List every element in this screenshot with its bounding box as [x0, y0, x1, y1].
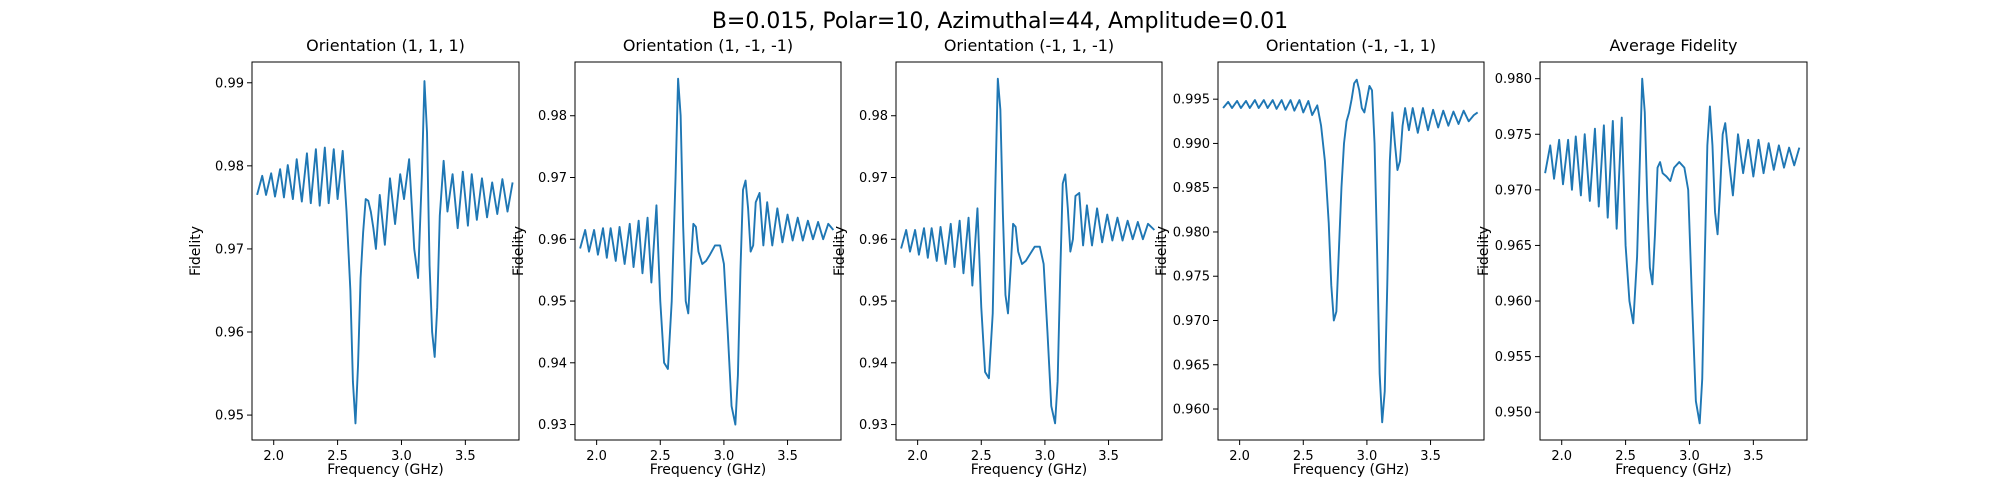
y-tick-label: 0.95 — [859, 295, 888, 310]
subplot-title: Average Fidelity — [1610, 36, 1738, 55]
y-tick-label: 0.970 — [1495, 183, 1532, 198]
y-tick-label: 0.98 — [215, 159, 244, 174]
figure-title: B=0.015, Polar=10, Azimuthal=44, Amplitu… — [712, 9, 1288, 34]
y-tick-label: 0.93 — [538, 418, 567, 433]
subplot-4: 2.0 2.5 3.0 3.5 0.960 0.965 0.970 0.975 0.980 0.9… — [1154, 36, 1485, 478]
y-tick-label: 0.98 — [538, 109, 567, 124]
x-tick-label: 3.5 — [1743, 449, 1764, 464]
plot-frame — [1539, 61, 1808, 441]
y-tick-label: 0.94 — [859, 356, 888, 371]
y-tick-label: 0.97 — [859, 171, 888, 186]
y-axis-label: Fidelity — [1476, 226, 1492, 276]
x-tick-label: 2.5 — [327, 449, 348, 464]
x-tick-label: 3.0 — [1035, 449, 1056, 464]
y-tick-label: 0.97 — [538, 171, 567, 186]
x-tick-label: 3.0 — [714, 449, 735, 464]
x-axis-label: Frequency (GHz) — [1615, 462, 1731, 478]
y-tick-label: 0.96 — [538, 233, 567, 248]
y-tick-label: 0.955 — [1495, 350, 1532, 365]
x-tick-label: 2.5 — [1293, 449, 1314, 464]
x-tick-label: 2.0 — [1229, 449, 1250, 464]
y-tick-label: 0.980 — [1173, 225, 1210, 240]
y-tick-label: 0.96 — [859, 233, 888, 248]
y-tick-label: 0.965 — [1173, 358, 1210, 373]
x-tick-label: 3.0 — [1679, 449, 1700, 464]
y-tick-label: 0.95 — [215, 409, 244, 424]
y-tick-label: 0.99 — [215, 76, 244, 91]
y-tick-label: 0.970 — [1173, 314, 1210, 329]
subplot-3: 2.0 2.5 3.0 3.5 0.93 0.94 0.95 0.96 0.97 0.98 Orie… — [832, 36, 1163, 478]
subplot-title: Orientation (1, -1, -1) — [623, 36, 793, 55]
subplot-title: Orientation (1, 1, 1) — [306, 36, 465, 55]
x-axis-label: Frequency (GHz) — [650, 462, 766, 478]
x-tick-label: 2.5 — [650, 449, 671, 464]
y-tick-label: 0.980 — [1495, 72, 1532, 87]
y-tick-label: 0.94 — [538, 356, 567, 371]
y-tick-label: 0.990 — [1173, 137, 1210, 152]
plot-frame — [895, 61, 1163, 441]
x-axis-label: Frequency (GHz) — [1293, 462, 1409, 478]
subplot-title: Orientation (-1, -1, 1) — [1266, 36, 1436, 55]
y-tick-label: 0.960 — [1173, 403, 1210, 418]
x-tick-label: 2.5 — [971, 449, 992, 464]
x-tick-label: 3.5 — [777, 449, 798, 464]
subplot-5: 2.0 2.5 3.0 3.5 0.950 0.955 0.960 0.965 0.970 0.9… — [1476, 36, 1808, 478]
series-line — [1222, 78, 1479, 424]
y-tick-label: 0.93 — [859, 418, 888, 433]
x-tick-label: 3.5 — [1420, 449, 1441, 464]
y-tick-label: 0.975 — [1173, 270, 1210, 285]
y-axis-label: Fidelity — [1154, 226, 1170, 276]
series-line — [256, 80, 514, 425]
y-axis-label: Fidelity — [188, 226, 204, 276]
series-line — [579, 77, 835, 426]
subplot-2: 2.0 2.5 3.0 3.5 0.93 0.94 0.95 0.96 0.97 0.98 Orie… — [511, 36, 842, 478]
series-line — [1544, 77, 1801, 425]
subplot-title: Orientation (-1, 1, -1) — [944, 36, 1114, 55]
x-tick-label: 3.5 — [1098, 449, 1119, 464]
x-tick-label: 3.0 — [391, 449, 412, 464]
x-tick-label: 2.0 — [907, 449, 928, 464]
x-tick-label: 3.0 — [1357, 449, 1378, 464]
subplot-grid: 2.0 2.5 3.0 3.5 0.95 0.96 0.97 0.98 0.99 Orientat… — [188, 36, 1808, 478]
y-tick-label: 0.965 — [1495, 239, 1532, 254]
y-axis-label: Fidelity — [511, 226, 527, 276]
x-tick-label: 2.5 — [1615, 449, 1636, 464]
x-axis-label: Frequency (GHz) — [971, 462, 1087, 478]
y-tick-label: 0.950 — [1495, 406, 1532, 421]
x-axis-label: Frequency (GHz) — [327, 462, 443, 478]
y-tick-label: 0.985 — [1173, 181, 1210, 196]
x-tick-label: 2.0 — [263, 449, 284, 464]
subplot-1: 2.0 2.5 3.0 3.5 0.95 0.96 0.97 0.98 0.99 Orientat… — [188, 36, 520, 478]
y-axis-label: Fidelity — [832, 226, 848, 276]
y-tick-label: 0.96 — [215, 326, 244, 341]
y-tick-label: 0.95 — [538, 295, 567, 310]
plot-frame — [251, 61, 520, 441]
series-line — [900, 77, 1156, 425]
x-tick-label: 2.0 — [586, 449, 607, 464]
y-tick-label: 0.960 — [1495, 295, 1532, 310]
y-tick-label: 0.995 — [1173, 93, 1210, 108]
plot-frame — [1217, 61, 1485, 441]
x-tick-label: 2.0 — [1551, 449, 1572, 464]
y-tick-label: 0.98 — [859, 109, 888, 124]
y-tick-label: 0.975 — [1495, 128, 1532, 143]
plot-frame — [574, 61, 842, 441]
y-tick-label: 0.97 — [215, 242, 244, 257]
x-tick-label: 3.5 — [455, 449, 476, 464]
